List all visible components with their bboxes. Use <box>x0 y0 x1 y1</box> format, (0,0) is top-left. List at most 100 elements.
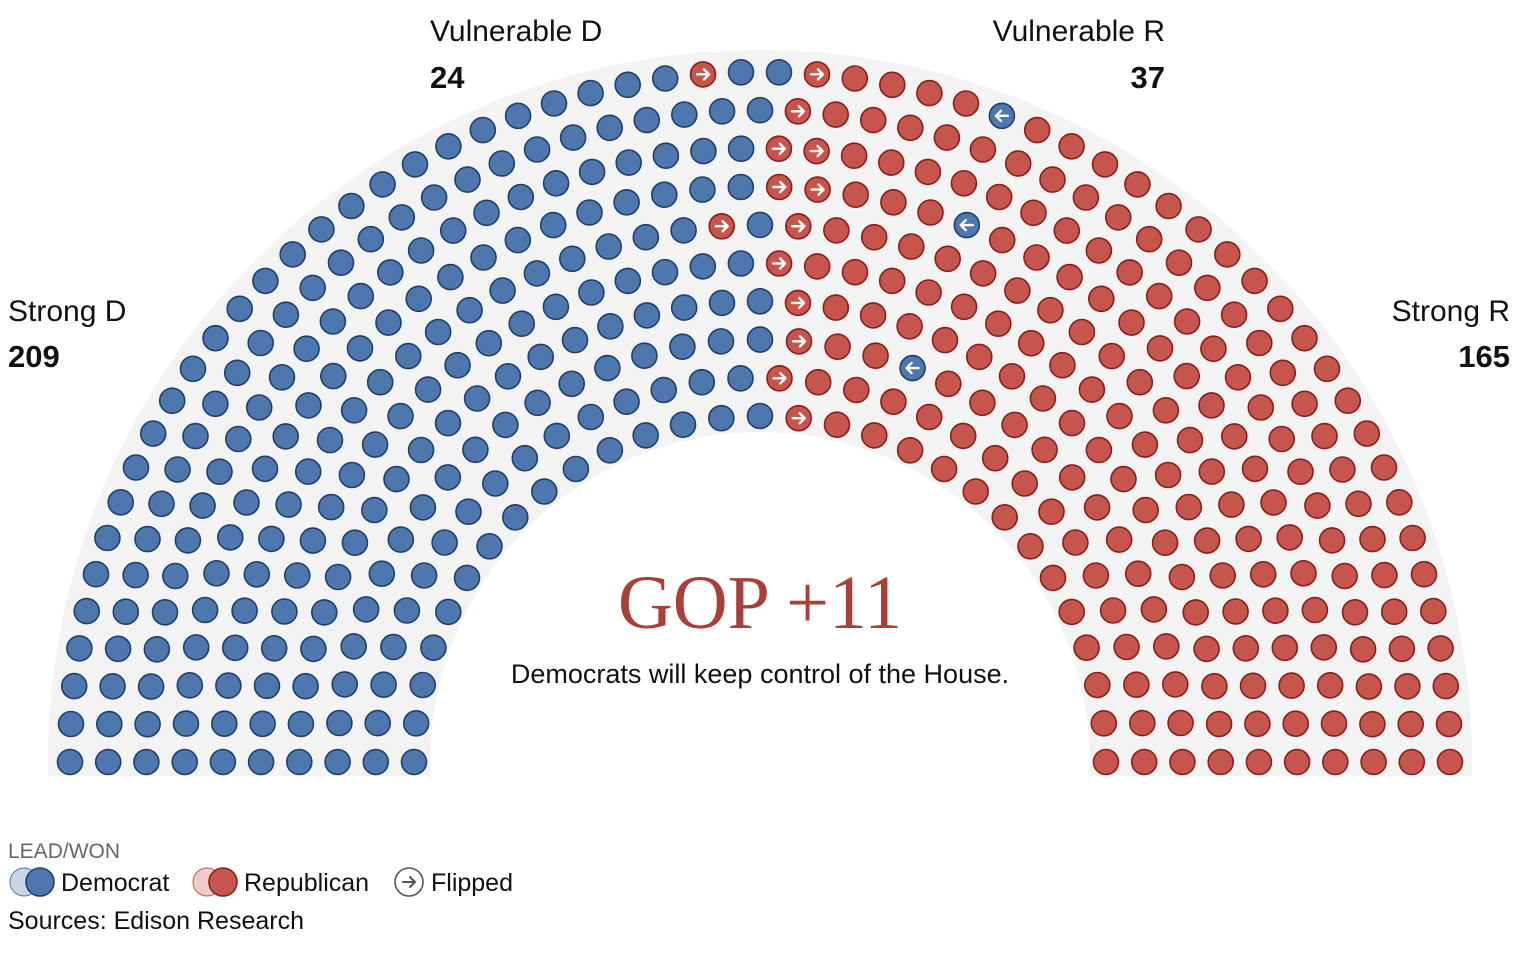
seat <box>934 370 962 398</box>
seat <box>1004 277 1031 304</box>
seat <box>454 166 481 193</box>
seat <box>633 106 661 134</box>
seat <box>670 294 698 321</box>
seat <box>613 388 640 416</box>
seat <box>1201 672 1228 700</box>
seat <box>651 65 679 92</box>
seat <box>1260 489 1287 516</box>
seat <box>1427 635 1454 662</box>
seat <box>202 390 229 418</box>
seat <box>1090 709 1118 737</box>
flip-arrow <box>714 220 729 233</box>
group-label: Vulnerable D <box>430 15 602 48</box>
seat <box>268 363 296 391</box>
seat <box>251 455 279 483</box>
seat <box>258 525 285 553</box>
seat <box>387 526 415 553</box>
seat <box>504 226 532 254</box>
seat <box>104 635 132 663</box>
seat <box>596 114 624 142</box>
seat <box>400 748 428 776</box>
seat <box>1092 748 1120 776</box>
seat <box>540 90 568 117</box>
seat <box>1349 635 1377 663</box>
seat <box>860 422 888 449</box>
seat <box>988 226 1016 254</box>
seat <box>202 324 229 352</box>
seat <box>287 710 315 738</box>
seat <box>1334 387 1362 415</box>
seat <box>949 422 977 450</box>
seat <box>707 328 735 355</box>
seat <box>182 422 209 450</box>
seat <box>1176 426 1204 454</box>
seat <box>859 302 887 329</box>
seat <box>1394 672 1421 700</box>
seat <box>841 65 869 92</box>
seat <box>434 409 462 437</box>
seat <box>1165 249 1193 277</box>
seat <box>878 71 906 99</box>
seat <box>933 124 961 151</box>
seat <box>576 199 603 226</box>
seat <box>283 562 311 589</box>
seat <box>1220 301 1248 329</box>
seat <box>137 673 165 700</box>
seat <box>107 488 134 516</box>
seat <box>215 672 242 699</box>
legend-title: LEAD/WON <box>8 840 120 863</box>
seat <box>1152 396 1180 424</box>
group-count: 209 <box>8 339 60 374</box>
seat <box>437 263 464 291</box>
seat <box>271 598 298 625</box>
seat <box>191 596 219 624</box>
seat <box>317 493 345 521</box>
seat <box>1099 597 1127 624</box>
seat <box>880 189 907 216</box>
seat-group <box>896 116 1464 776</box>
seat <box>595 233 623 260</box>
seat <box>73 597 100 625</box>
seat <box>179 355 207 383</box>
seat <box>969 389 996 417</box>
seat <box>346 335 374 362</box>
seat <box>727 59 755 86</box>
seat <box>1198 458 1226 485</box>
seat <box>1078 376 1106 403</box>
seat-group <box>56 61 736 776</box>
seat <box>1287 458 1314 486</box>
seat <box>1224 363 1252 391</box>
flip-arrow <box>771 257 787 270</box>
seat <box>707 404 735 432</box>
seat <box>174 527 202 554</box>
seat <box>164 456 191 483</box>
seat <box>652 142 680 169</box>
seat <box>1146 335 1174 362</box>
seat <box>577 403 605 431</box>
seat <box>66 635 93 662</box>
seat <box>1039 564 1067 592</box>
seat <box>690 137 717 165</box>
seat <box>279 241 307 268</box>
seat <box>1106 402 1133 430</box>
seat-group <box>708 59 831 432</box>
seat <box>1140 596 1168 623</box>
seat <box>632 422 660 449</box>
seat <box>1262 597 1289 625</box>
seat <box>388 204 416 231</box>
flip-arrow <box>791 335 807 348</box>
legend-swatch <box>25 867 55 897</box>
seat <box>1276 524 1303 551</box>
group-label: Strong R <box>1392 295 1510 328</box>
seat <box>1135 225 1163 253</box>
seat <box>217 524 244 551</box>
seat <box>1145 282 1173 310</box>
seat <box>542 293 570 321</box>
legend-label: Democrat <box>61 869 169 897</box>
seat <box>357 225 385 253</box>
seat <box>364 709 392 737</box>
seat <box>1091 151 1119 178</box>
seat <box>1267 295 1294 323</box>
seat <box>226 295 253 323</box>
seat <box>1011 470 1038 497</box>
